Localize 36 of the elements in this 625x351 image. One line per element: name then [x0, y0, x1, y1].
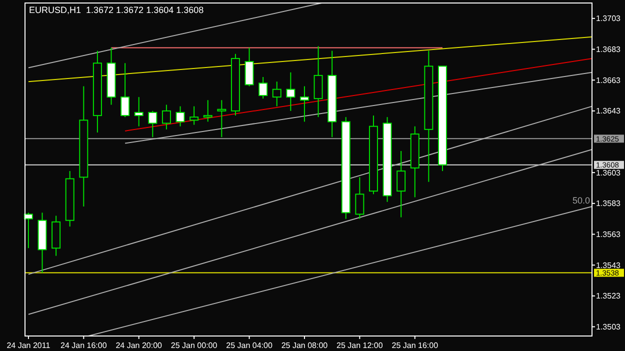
- x-tick-label: 25 Jan 12:00: [336, 341, 384, 350]
- candlestick: [244, 47, 254, 87]
- y-tick-label: 1.3583: [596, 199, 622, 208]
- candlestick: [203, 100, 212, 122]
- y-tick-label: 1.3663: [596, 76, 622, 85]
- candlestick: [134, 96, 144, 127]
- y-tick-label: 1.3503: [596, 322, 622, 332]
- x-tick-label: 25 Jan 00:00: [170, 341, 218, 350]
- x-tick-label: 25 Jan 04:00: [226, 341, 273, 350]
- y-tick-label: 1.3563: [596, 230, 622, 240]
- y-tick-label: 1.3643: [596, 106, 622, 116]
- candlestick: [176, 106, 185, 127]
- candlestick: [120, 62, 130, 118]
- y-tick-label: 1.3603: [596, 168, 622, 178]
- candlestick: [190, 106, 199, 126]
- x-tick-label: 25 Jan 16:00: [392, 341, 439, 350]
- candlestick: [258, 76, 268, 100]
- candlestick: [272, 81, 282, 107]
- candlestick: [314, 46, 323, 118]
- x-tick-label: 24 Jan 20:00: [116, 341, 163, 350]
- candlestick: [217, 100, 226, 138]
- y-tick-label: 1.3703: [596, 14, 622, 24]
- candlestick: [286, 72, 296, 112]
- candlestick: [396, 150, 406, 218]
- y-tick-label: 1.3543: [596, 260, 622, 270]
- x-tick-label: 25 Jan 08:00: [281, 341, 328, 350]
- candlestick: [355, 176, 364, 220]
- candlestick: [162, 104, 171, 130]
- candlestick: [148, 110, 158, 138]
- candlestick: [300, 86, 309, 122]
- x-tick-label: 24 Jan 16:00: [60, 341, 108, 350]
- y-tick-label: 1.3683: [596, 45, 622, 54]
- annotation: 50.0: [572, 196, 590, 206]
- chart-title: EURUSD,H1 1.3672 1.3672 1.3604 1.3608: [29, 5, 204, 15]
- x-tick-label: 24 Jan 2011: [6, 341, 51, 350]
- y-tick-label: 1.3523: [596, 292, 622, 301]
